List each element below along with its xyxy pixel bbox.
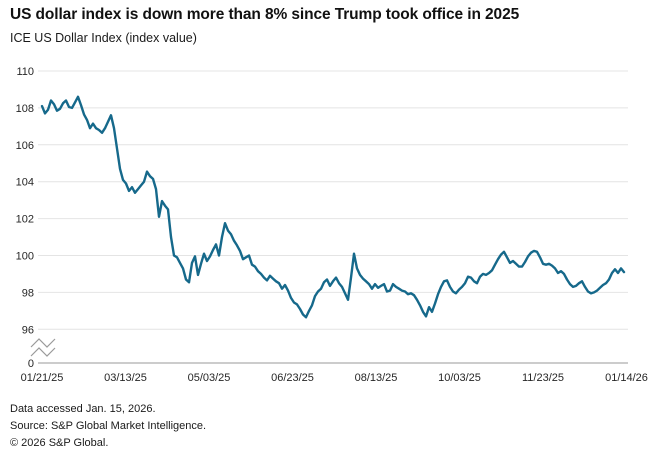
chart-subtitle: ICE US Dollar Index (index value)	[10, 31, 197, 45]
chart-footer: Data accessed Jan. 15, 2026. Source: S&P…	[10, 401, 650, 452]
axis-break-icon	[30, 347, 56, 357]
axis-break-icon	[30, 338, 56, 348]
y-tick-label: 102	[16, 214, 34, 226]
chart-title: US dollar index is down more than 8% sin…	[10, 6, 520, 23]
y-tick-label: 104	[16, 177, 34, 189]
y-tick-label: 100	[16, 251, 34, 263]
y-tick-label: 106	[16, 140, 34, 152]
x-tick-label: 10/03/25	[438, 372, 481, 384]
x-tick-label: 05/03/25	[188, 372, 231, 384]
y-tick-label: 96	[22, 324, 34, 336]
y-tick-label: 108	[16, 103, 34, 115]
dollar-index-line	[40, 95, 626, 319]
y-tick-label: 98	[22, 287, 34, 299]
x-tick-label: 06/23/25	[271, 372, 314, 384]
data-accessed-note: Data accessed Jan. 15, 2026.	[10, 403, 156, 415]
x-tick-label: 03/13/25	[104, 372, 147, 384]
x-tick-label: 11/23/25	[522, 372, 564, 384]
x-tick-label: 01/21/25	[21, 372, 64, 384]
y-tick-label: 110	[16, 66, 34, 78]
source-note: Source: S&P Global Market Intelligence.	[10, 420, 207, 432]
copyright-note: © 2026 S&P Global.	[10, 437, 109, 449]
y-tick-label: 0	[28, 358, 34, 370]
x-tick-label: 08/13/25	[355, 372, 398, 384]
x-tick-label: 01/14/26	[605, 372, 648, 384]
